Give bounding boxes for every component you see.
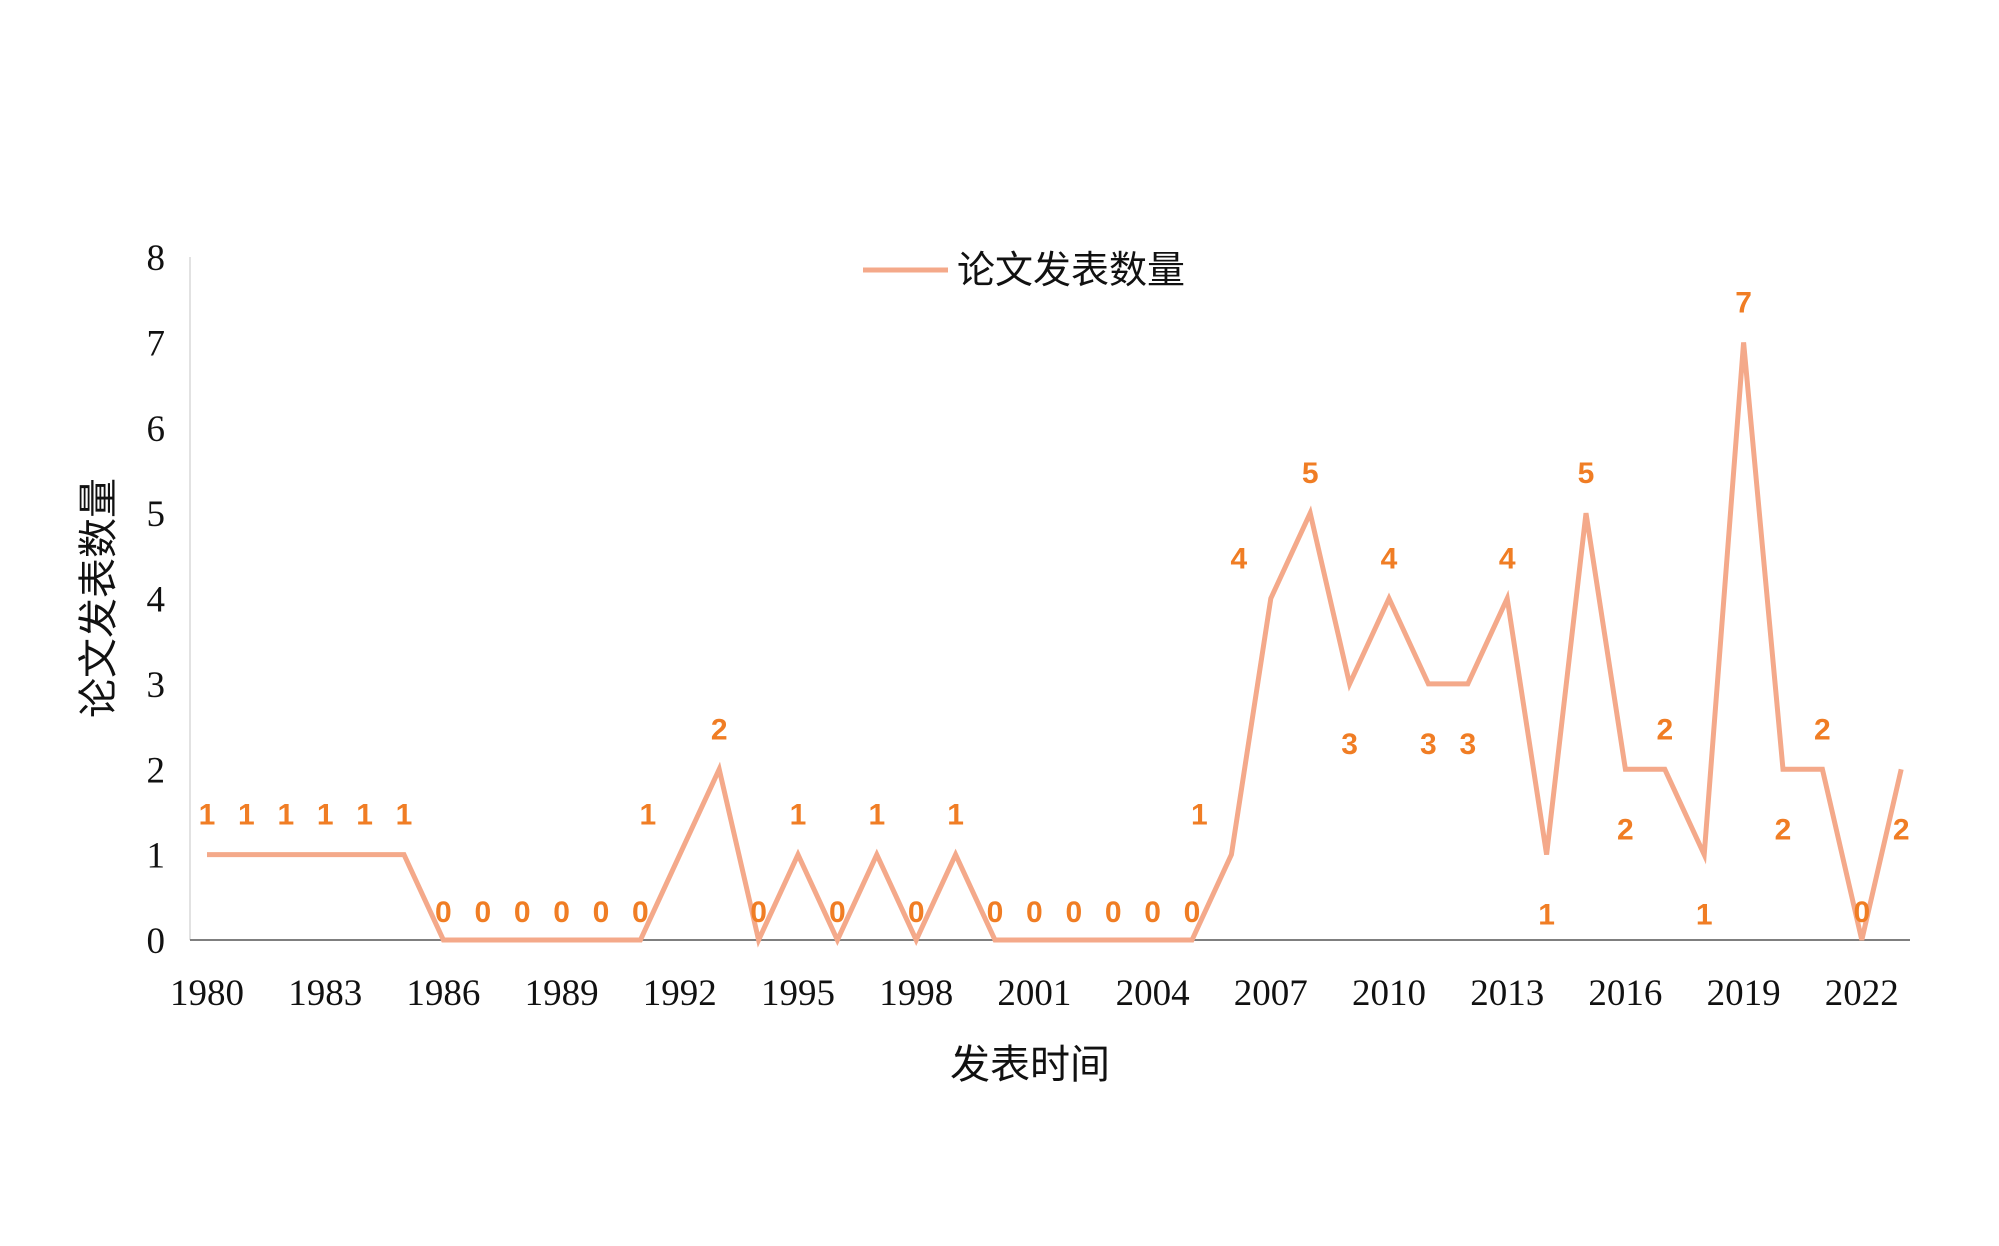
x-tick-label: 2016 xyxy=(1588,973,1662,1014)
x-tick-label: 2007 xyxy=(1234,973,1308,1014)
data-label: 1 xyxy=(199,799,216,832)
data-label: 7 xyxy=(1735,286,1752,319)
data-label: 0 xyxy=(1184,896,1201,929)
data-label: 2 xyxy=(1617,813,1634,846)
data-label: 3 xyxy=(1420,728,1437,761)
data-label: 1 xyxy=(317,799,334,832)
data-label: 1 xyxy=(356,799,373,832)
data-label: 0 xyxy=(908,896,925,929)
x-tick-label: 2013 xyxy=(1470,973,1544,1014)
data-label: 1 xyxy=(1191,799,1208,832)
x-axis-title: 发表时间 xyxy=(950,1042,1110,1087)
y-tick-label: 7 xyxy=(147,323,166,364)
data-label: 0 xyxy=(593,896,610,929)
data-label: 3 xyxy=(1341,728,1358,761)
data-label: 1 xyxy=(790,799,807,832)
data-label: 0 xyxy=(1853,896,1870,929)
x-tick-label: 2019 xyxy=(1707,973,1781,1014)
data-label: 1 xyxy=(947,799,964,832)
x-tick-label: 2010 xyxy=(1352,973,1426,1014)
x-tick-label: 1995 xyxy=(761,973,835,1014)
series-line xyxy=(207,342,1904,948)
data-label: 5 xyxy=(1578,457,1595,490)
x-tick-label: 2004 xyxy=(1116,973,1190,1014)
data-label: 0 xyxy=(1065,896,1082,929)
data-label: 1 xyxy=(396,799,413,832)
data-label: 0 xyxy=(829,896,846,929)
data-label: 3 xyxy=(1459,728,1476,761)
x-tick-label: 1980 xyxy=(170,973,244,1014)
data-label: 2 xyxy=(1775,813,1792,846)
y-tick-label: 6 xyxy=(147,409,166,450)
y-tick-label: 2 xyxy=(147,750,166,791)
data-label: 1 xyxy=(639,799,656,832)
data-label: 1 xyxy=(238,799,255,832)
data-label: 0 xyxy=(1105,896,1122,929)
data-label: 0 xyxy=(514,896,531,929)
data-label: 2 xyxy=(711,713,728,746)
x-tick-label: 1986 xyxy=(406,973,480,1014)
data-label: 0 xyxy=(553,896,570,929)
x-tick-label: 2022 xyxy=(1825,973,1899,1014)
legend-label: 论文发表数量 xyxy=(957,250,1185,292)
y-tick-label: 4 xyxy=(147,580,166,621)
x-tick-label: 2001 xyxy=(997,973,1071,1014)
data-label: 4 xyxy=(1381,543,1398,576)
data-label: 0 xyxy=(435,896,452,929)
data-label: 4 xyxy=(1499,543,1516,576)
data-label: 2 xyxy=(1656,713,1673,746)
y-tick-label: 8 xyxy=(147,238,166,279)
data-label: 1 xyxy=(868,799,885,832)
x-tick-label: 1983 xyxy=(288,973,362,1014)
y-axis-title: 论文发表数量 xyxy=(76,478,121,718)
x-tick-label: 1989 xyxy=(525,973,599,1014)
data-label: 1 xyxy=(1696,899,1713,932)
data-label: 2 xyxy=(1893,813,1910,846)
data-label: 0 xyxy=(750,896,767,929)
y-tick-label: 5 xyxy=(147,494,166,535)
data-label: 4 xyxy=(1230,543,1247,576)
y-tick-label: 0 xyxy=(147,921,166,962)
y-tick-label: 3 xyxy=(147,665,166,706)
data-label: 2 xyxy=(1814,713,1831,746)
data-label: 5 xyxy=(1302,457,1319,490)
x-tick-label: 1992 xyxy=(643,973,717,1014)
y-tick-label: 1 xyxy=(147,836,166,877)
data-label: 1 xyxy=(1538,899,1555,932)
data-label: 1 xyxy=(277,799,294,832)
data-label: 0 xyxy=(474,896,491,929)
data-label: 0 xyxy=(1144,896,1161,929)
data-label: 0 xyxy=(987,896,1004,929)
data-label: 0 xyxy=(632,896,649,929)
data-label: 0 xyxy=(1026,896,1043,929)
x-tick-label: 1998 xyxy=(879,973,953,1014)
